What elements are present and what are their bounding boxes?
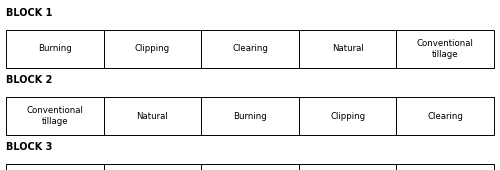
Text: BLOCK 1: BLOCK 1	[6, 8, 52, 18]
Bar	[299, 97, 396, 135]
Bar	[299, 30, 396, 68]
Text: Conventional
tillage: Conventional tillage	[417, 39, 474, 59]
Bar	[396, 97, 494, 135]
Text: Burning: Burning	[38, 44, 72, 53]
Bar	[6, 164, 103, 170]
Text: Natural: Natural	[332, 44, 364, 53]
Text: Clearing: Clearing	[428, 112, 463, 121]
Bar	[6, 30, 103, 68]
Text: Natural: Natural	[136, 112, 168, 121]
Bar	[104, 97, 201, 135]
Bar	[396, 30, 494, 68]
Bar	[6, 97, 103, 135]
Bar	[104, 164, 201, 170]
Text: Clearing: Clearing	[232, 44, 268, 53]
Bar	[201, 164, 299, 170]
Bar	[201, 30, 299, 68]
Text: BLOCK 3: BLOCK 3	[6, 142, 52, 152]
Text: Clipping: Clipping	[330, 112, 365, 121]
Bar	[104, 30, 201, 68]
Text: Burning: Burning	[233, 112, 267, 121]
Text: Conventional
tillage: Conventional tillage	[26, 106, 83, 126]
Bar	[396, 164, 494, 170]
Text: Clipping: Clipping	[135, 44, 170, 53]
Text: BLOCK 2: BLOCK 2	[6, 75, 52, 85]
Bar	[299, 164, 396, 170]
Bar	[201, 97, 299, 135]
